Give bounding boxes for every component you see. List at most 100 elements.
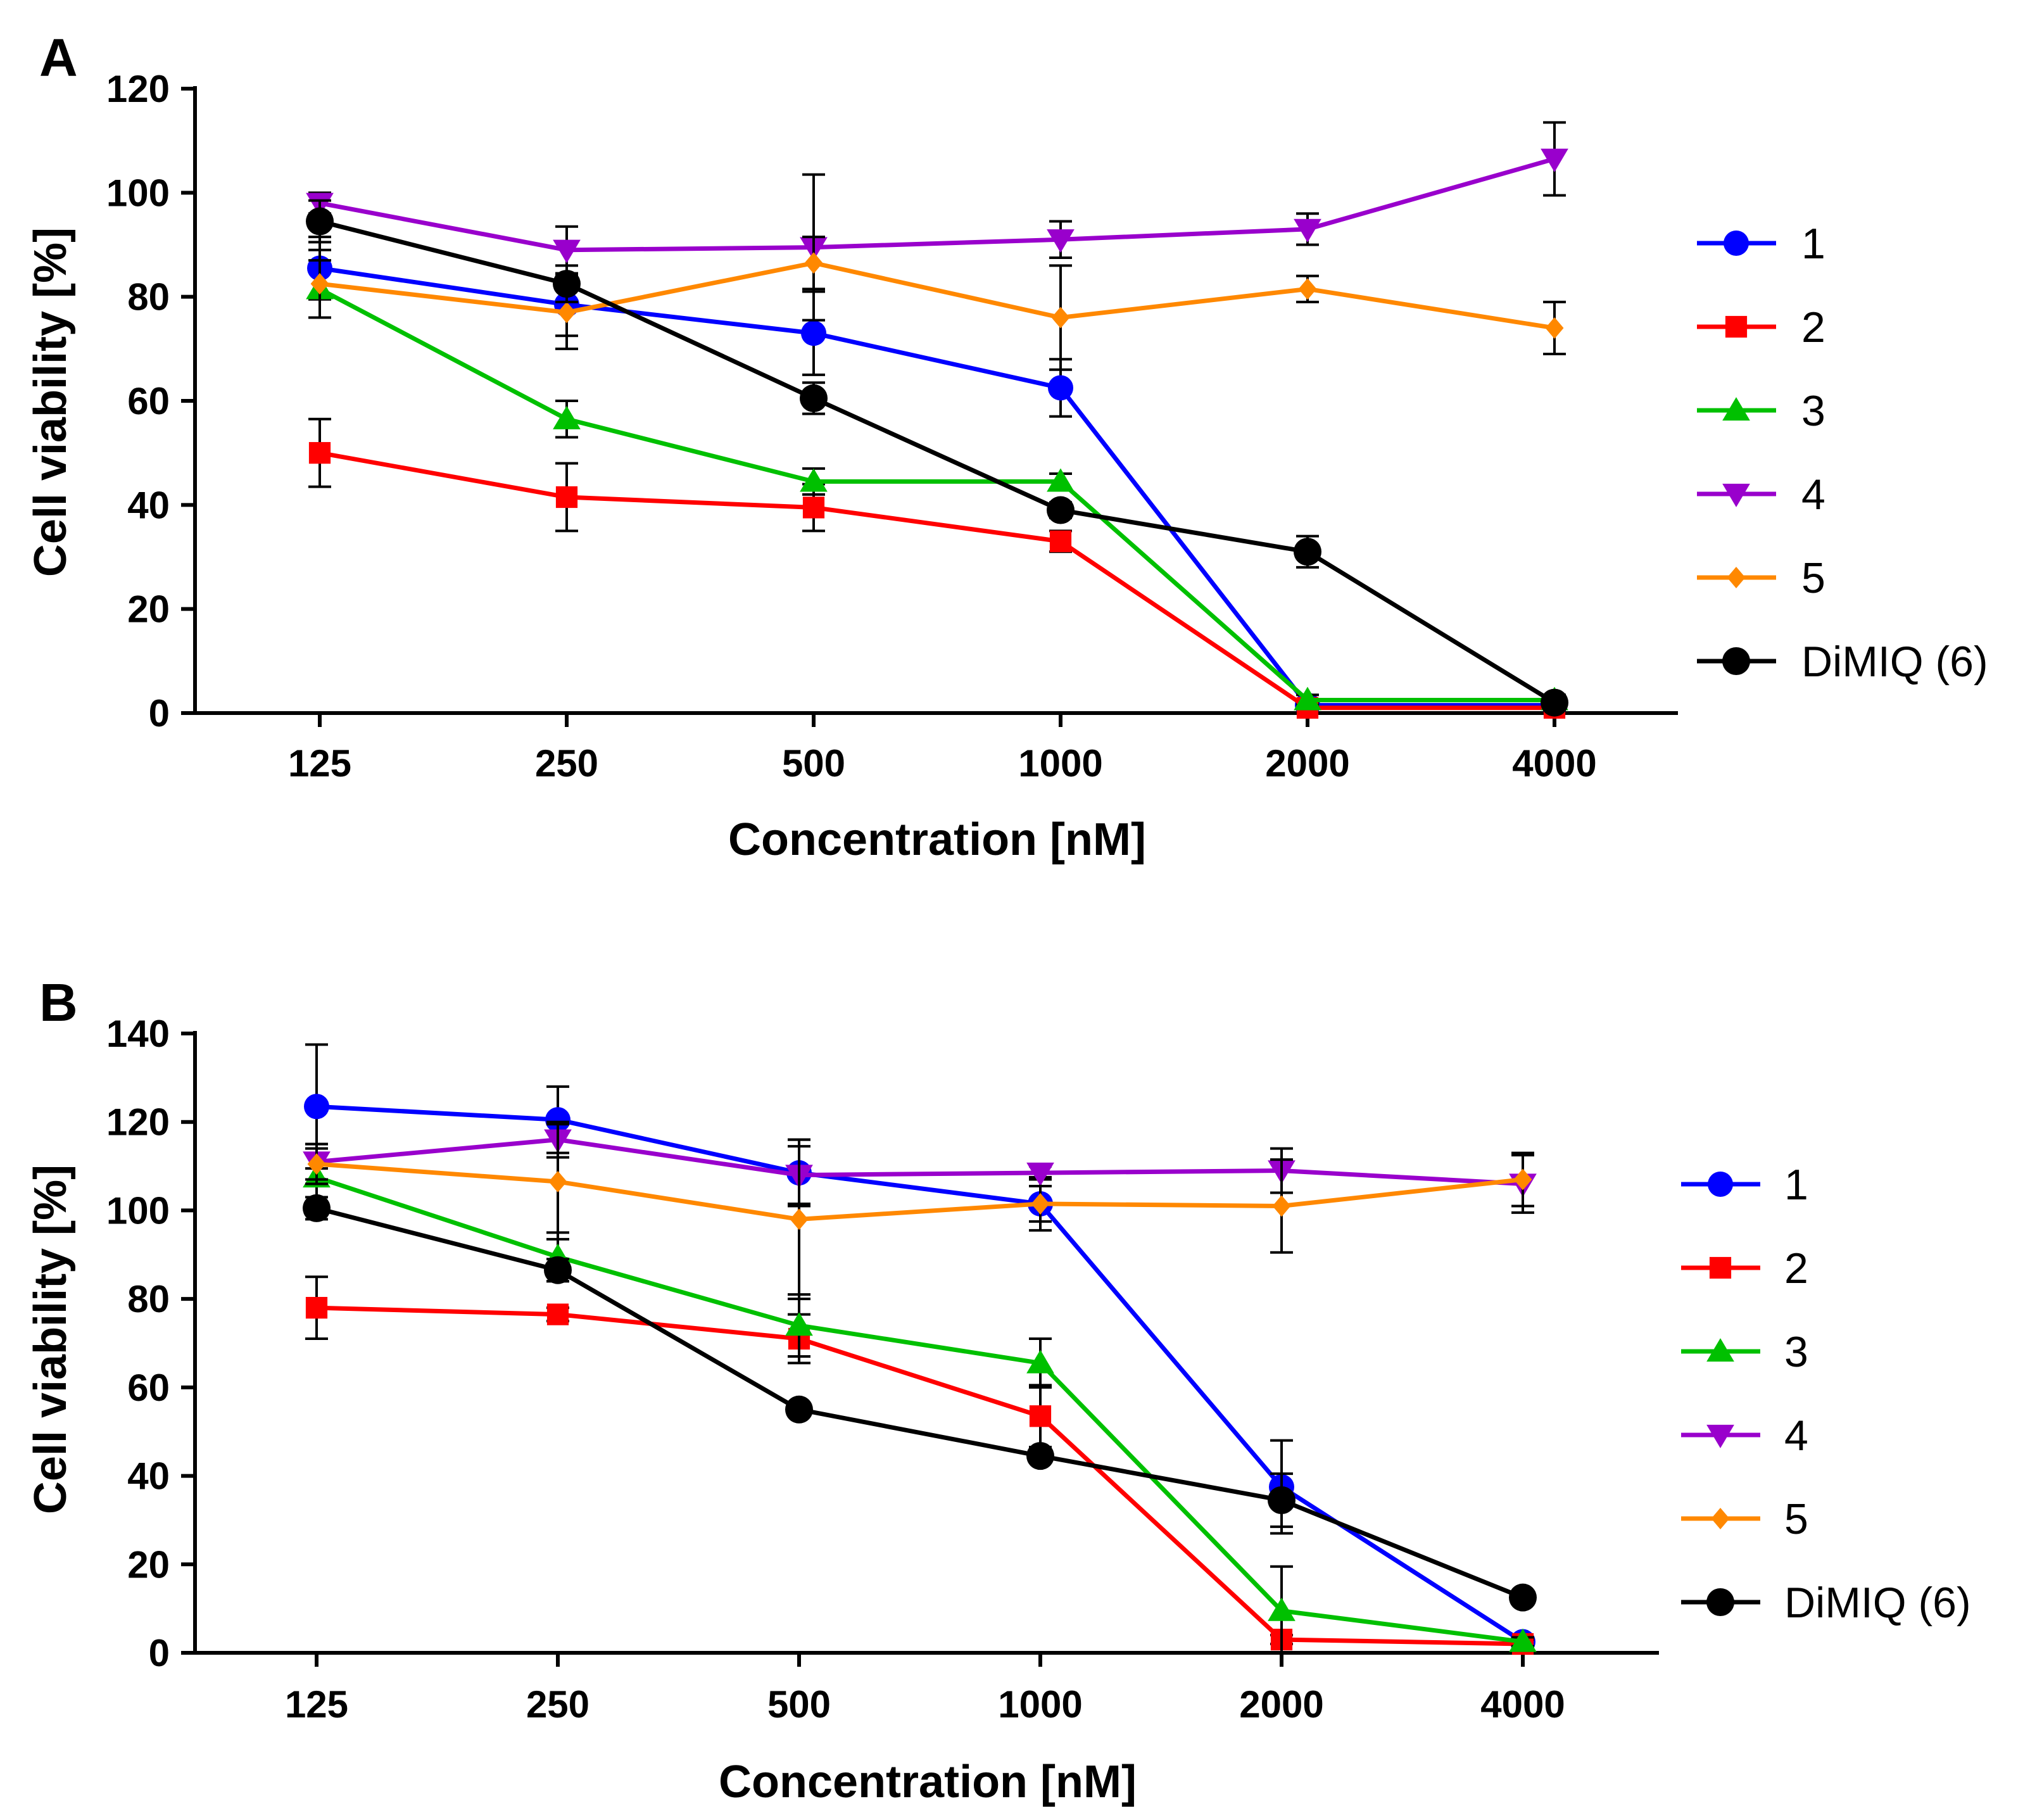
marker-square bbox=[1709, 1256, 1732, 1279]
x-tick-label: 2000 bbox=[1239, 1683, 1323, 1726]
x-tick-labels: 125 250 500 1000 2000 4000 bbox=[285, 1683, 1565, 1726]
y-tick-label: 80 bbox=[127, 1278, 170, 1320]
y-tick-label: 40 bbox=[127, 1455, 170, 1498]
series-5 bbox=[305, 1123, 1534, 1301]
series-line bbox=[315, 1175, 1523, 1645]
marker-triangle-up bbox=[1047, 468, 1075, 492]
x-tick-label: 1000 bbox=[998, 1683, 1082, 1726]
marker-diamond bbox=[1272, 1195, 1291, 1217]
marker-triangle-down bbox=[1294, 218, 1321, 243]
legend-label: 1 bbox=[1784, 1161, 1808, 1209]
x-tick-label: 2000 bbox=[1265, 742, 1349, 785]
series-6 bbox=[303, 1194, 1537, 1612]
y-tick-label: 20 bbox=[127, 1543, 170, 1586]
legend-item: 3 bbox=[1697, 387, 1825, 435]
marker-square bbox=[1725, 315, 1748, 338]
marker-circle bbox=[545, 1107, 571, 1133]
legend-item: 5 bbox=[1697, 554, 1825, 602]
series-6 bbox=[306, 199, 1568, 717]
marker-square bbox=[308, 442, 331, 464]
legend-label: 3 bbox=[1801, 387, 1825, 435]
legend-item: DiMIQ (6) bbox=[1697, 638, 1988, 686]
marker-square bbox=[546, 1303, 569, 1325]
series-line bbox=[318, 287, 1554, 702]
series-line bbox=[316, 1161, 1523, 1222]
marker-circle bbox=[785, 1395, 813, 1424]
panel-label: B bbox=[39, 973, 78, 1032]
marker-circle bbox=[544, 1256, 572, 1284]
series-line bbox=[319, 156, 1555, 253]
marker-triangle-down bbox=[1026, 1162, 1054, 1186]
marker-circle bbox=[1294, 538, 1321, 566]
marker-circle bbox=[306, 207, 334, 236]
legend-label: 4 bbox=[1801, 471, 1825, 519]
marker-diamond bbox=[1727, 567, 1746, 588]
marker-diamond bbox=[548, 1171, 567, 1193]
marker-circle bbox=[1722, 647, 1750, 675]
legend-label: 5 bbox=[1801, 554, 1825, 602]
y-tick-labels: 0 20 40 60 80 100 120 bbox=[106, 68, 170, 735]
marker-triangle-up bbox=[1722, 397, 1750, 421]
x-tick-label: 4000 bbox=[1480, 1683, 1565, 1726]
marker-diamond bbox=[1545, 317, 1564, 339]
marker-diamond bbox=[1513, 1168, 1532, 1191]
marker-square bbox=[1029, 1405, 1052, 1427]
legend-label: 5 bbox=[1784, 1495, 1808, 1543]
marker-triangle-down bbox=[1541, 148, 1568, 172]
series-line bbox=[319, 260, 1555, 331]
legend: 1 2 3 4 5 DiMIQ (6) bbox=[1681, 1161, 1971, 1627]
legend-item: 1 bbox=[1681, 1161, 1808, 1209]
marker-square bbox=[555, 486, 578, 509]
legend-item: 3 bbox=[1681, 1328, 1808, 1376]
marker-triangle-up bbox=[1509, 1628, 1537, 1652]
x-tick-label: 250 bbox=[535, 742, 598, 785]
marker-square bbox=[305, 1297, 328, 1319]
marker-triangle-up bbox=[1268, 1597, 1296, 1621]
y-tick-label: 60 bbox=[127, 380, 170, 422]
x-tick-label: 125 bbox=[288, 742, 351, 785]
x-tick-label: 4000 bbox=[1512, 742, 1596, 785]
y-tick-label: 60 bbox=[127, 1367, 170, 1409]
marker-circle bbox=[1047, 496, 1075, 524]
legend-label: 2 bbox=[1784, 1244, 1808, 1292]
marker-diamond bbox=[1031, 1192, 1050, 1215]
y-axis-title: Cell viability [%] bbox=[25, 1165, 76, 1514]
marker-triangle-up bbox=[1706, 1338, 1734, 1362]
legend-label: 3 bbox=[1784, 1328, 1808, 1376]
y-tick-label: 140 bbox=[106, 1013, 170, 1055]
series-line bbox=[319, 266, 1554, 708]
marker-diamond bbox=[790, 1208, 809, 1230]
marker-circle bbox=[1268, 1486, 1296, 1514]
marker-triangle-up bbox=[800, 468, 828, 492]
legend-item: 1 bbox=[1697, 220, 1825, 268]
marker-diamond bbox=[1298, 278, 1317, 300]
marker-diamond bbox=[310, 273, 329, 295]
plot-area bbox=[306, 121, 1568, 719]
legend-label: DiMIQ (6) bbox=[1784, 1579, 1971, 1627]
legend-item: 5 bbox=[1681, 1495, 1808, 1543]
legend-item: 4 bbox=[1697, 471, 1825, 519]
marker-circle bbox=[1724, 231, 1749, 256]
marker-diamond bbox=[1051, 306, 1070, 329]
marker-circle bbox=[1509, 1583, 1537, 1612]
marker-circle bbox=[553, 270, 581, 298]
series-line bbox=[316, 1206, 1524, 1600]
y-tick-label: 0 bbox=[149, 1632, 170, 1674]
marker-circle bbox=[303, 1194, 331, 1222]
x-tick-label: 125 bbox=[285, 1683, 348, 1726]
legend-item: 2 bbox=[1697, 303, 1825, 351]
x-tick-label: 500 bbox=[767, 1683, 831, 1726]
plot-area bbox=[303, 1043, 1537, 1655]
marker-square bbox=[802, 496, 825, 519]
marker-triangle-up bbox=[1294, 686, 1321, 711]
legend: 1 2 3 4 5 DiMIQ (6) bbox=[1697, 220, 1988, 686]
y-tick-label: 100 bbox=[106, 172, 170, 214]
series-line bbox=[316, 1104, 1524, 1644]
marker-triangle-down bbox=[553, 239, 581, 263]
marker-circle bbox=[304, 1094, 329, 1120]
series-line bbox=[319, 219, 1556, 705]
